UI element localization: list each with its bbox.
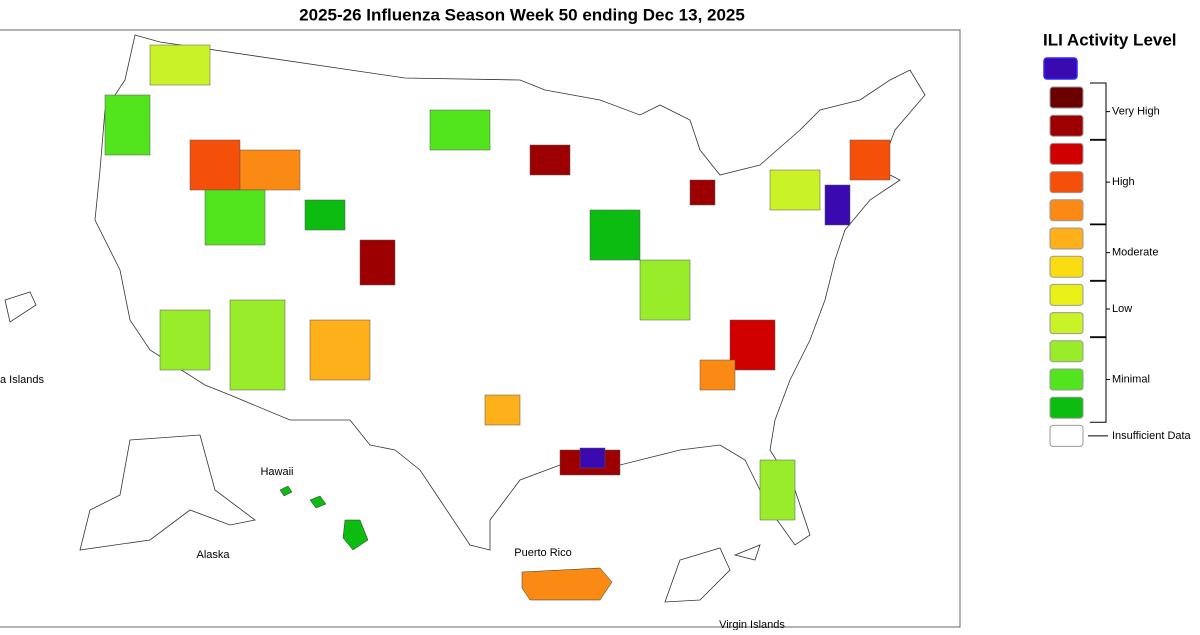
legend: ILI Activity Level Very High High Moderate…: [1043, 30, 1192, 447]
mariana-islands: [4, 291, 37, 323]
map-label: a Islands: [0, 374, 45, 386]
legend-swatch: [1049, 86, 1084, 109]
us-map: [4, 34, 926, 603]
legend-label: Moderate: [1112, 247, 1158, 259]
legend-swatch: [1049, 255, 1084, 278]
legend-swatch: [1049, 283, 1084, 306]
legend-swatch: [1049, 227, 1084, 250]
legend-label: Very High: [1112, 106, 1160, 118]
legend-swatch: [1049, 199, 1084, 222]
legend-title: ILI Activity Level: [1043, 30, 1177, 49]
legend-bracket: [1090, 82, 1110, 141]
legend-label: Minimal: [1112, 373, 1150, 385]
legend-label: High: [1112, 176, 1135, 188]
map-label: Alaska: [196, 549, 230, 561]
contiguous-us: [94, 34, 926, 551]
legend-swatch: [1049, 312, 1084, 335]
map-label: Virgin Islands: [719, 619, 785, 630]
legend-swatch: [1049, 368, 1084, 391]
alaska: [79, 434, 256, 551]
map-frame: [0, 29, 961, 628]
legend-swatch: [1049, 340, 1084, 363]
legend-swatch: [1049, 114, 1084, 137]
map-label: Puerto Rico: [514, 547, 571, 559]
hawaii: [279, 485, 369, 551]
legend-swatch: [1049, 424, 1084, 447]
legend-bracket: [1090, 223, 1110, 282]
legend-swatch: [1043, 57, 1078, 80]
activity-regions: [104, 44, 891, 521]
puerto-rico: [521, 567, 613, 601]
legend-swatch: [1049, 396, 1084, 419]
virgin-islands: [664, 544, 761, 603]
legend-label: Insufficient Data: [1112, 430, 1192, 442]
legend-swatch: [1049, 171, 1084, 194]
legend-bracket: [1090, 336, 1110, 423]
title: 2025-26 Influenza Season Week 50 ending …: [299, 5, 745, 24]
legend-bracket: [1090, 138, 1110, 226]
legend-swatch: [1049, 142, 1084, 165]
legend-label: Low: [1112, 303, 1132, 315]
legend-bracket: [1090, 279, 1110, 339]
map-label: Hawaii: [260, 466, 293, 478]
